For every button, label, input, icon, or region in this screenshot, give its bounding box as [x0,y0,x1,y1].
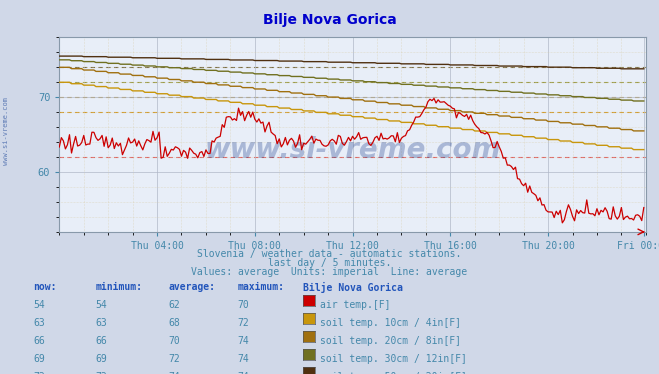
Text: 72: 72 [237,318,249,328]
Text: Slovenia / weather data - automatic stations.: Slovenia / weather data - automatic stat… [197,249,462,259]
Text: average:: average: [168,282,215,292]
Text: 74: 74 [168,372,180,374]
Text: 70: 70 [168,336,180,346]
Text: 66: 66 [33,336,45,346]
Text: last day / 5 minutes.: last day / 5 minutes. [268,258,391,268]
Text: 68: 68 [168,318,180,328]
Text: www.si-vreme.com: www.si-vreme.com [3,97,9,165]
Text: 69: 69 [96,354,107,364]
Text: 66: 66 [96,336,107,346]
Text: 62: 62 [168,300,180,310]
Text: Bilje Nova Gorica: Bilje Nova Gorica [263,13,396,27]
Text: soil temp. 30cm / 12in[F]: soil temp. 30cm / 12in[F] [320,354,467,364]
Text: 70: 70 [237,300,249,310]
Text: minimum:: minimum: [96,282,142,292]
Text: soil temp. 20cm / 8in[F]: soil temp. 20cm / 8in[F] [320,336,461,346]
Text: 74: 74 [237,336,249,346]
Text: air temp.[F]: air temp.[F] [320,300,390,310]
Text: soil temp. 50cm / 20in[F]: soil temp. 50cm / 20in[F] [320,372,467,374]
Text: 63: 63 [33,318,45,328]
Text: maximum:: maximum: [237,282,284,292]
Text: 69: 69 [33,354,45,364]
Text: soil temp. 10cm / 4in[F]: soil temp. 10cm / 4in[F] [320,318,461,328]
Text: 72: 72 [33,372,45,374]
Text: 72: 72 [168,354,180,364]
Text: 54: 54 [33,300,45,310]
Text: www.si-vreme.com: www.si-vreme.com [204,136,501,164]
Text: Values: average  Units: imperial  Line: average: Values: average Units: imperial Line: av… [191,267,468,278]
Text: 63: 63 [96,318,107,328]
Text: 74: 74 [237,372,249,374]
Text: 54: 54 [96,300,107,310]
Text: now:: now: [33,282,57,292]
Text: 72: 72 [96,372,107,374]
Text: 74: 74 [237,354,249,364]
Text: Bilje Nova Gorica: Bilje Nova Gorica [303,282,403,293]
